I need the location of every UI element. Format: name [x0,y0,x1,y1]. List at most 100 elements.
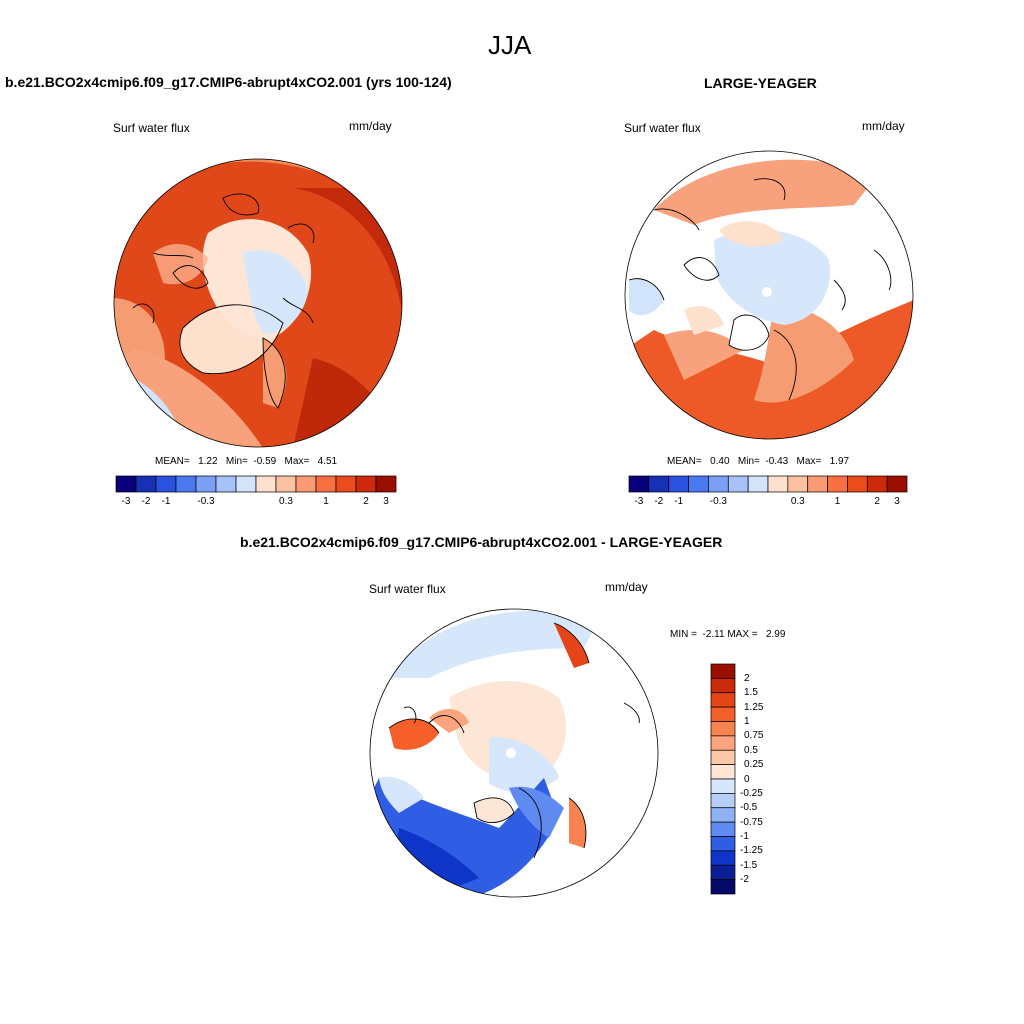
colorbar-swatch [767,475,789,493]
colorbar-swatch [747,475,769,493]
colorbar-swatch [710,706,736,722]
panel1-units: mm/day [349,119,392,133]
colorbar-swatch [710,879,736,895]
colorbar-swatch [866,475,888,493]
panel1-stats: MEAN= 1.22 Min= -0.59 Max= 4.51 [155,456,337,467]
panel2-max-label: Max= [796,456,822,467]
colorbar-swatch [710,678,736,694]
colorbar-tick-label: 0.3 [279,496,293,507]
panel1-colorbar [115,475,397,493]
colorbar-tick-label: -3 [634,496,644,507]
panel1-title: b.e21.BCO2x4cmip6.f09_g17.CMIP6-abrupt4x… [5,74,452,90]
panel1-mean-value: 1.22 [198,456,218,467]
colorbar-swatch [708,475,729,493]
colorbar-swatch [710,821,736,837]
panel3-minmax: MIN = -2.11 MAX = 2.99 [670,629,786,640]
colorbar-swatch [155,475,177,493]
colorbar-swatch [648,475,670,493]
colorbar-swatch [710,735,736,751]
colorbar-tick-label: -1 [740,831,749,842]
colorbar-swatch [710,850,736,866]
colorbar-swatch [275,475,297,493]
panel3-colorbar [710,663,736,895]
panel2-stats: MEAN= 0.40 Min= -0.43 Max= 1.97 [667,456,849,467]
figure-title: JJA [488,30,532,60]
panel1-min-value: -0.59 [253,456,277,467]
panel2-max-value: 1.97 [829,456,850,467]
colorbar-tick-label: -0.25 [740,787,763,799]
colorbar-swatch [710,692,736,708]
colorbar-tick-label: 1 [834,496,841,507]
colorbar-swatch [668,475,689,493]
panel3-polar-map [369,608,659,898]
panel1-polar-map [113,158,403,448]
colorbar-tick-label: 0.3 [790,496,805,507]
colorbar-swatch [628,475,650,493]
colorbar-swatch [195,475,217,493]
colorbar-tick-label: 0.5 [744,744,758,756]
colorbar-tick-label: -3 [121,496,131,507]
colorbar-swatch [115,475,137,493]
panel2-min-label: Min= [737,456,760,467]
colorbar-tick-label: -2 [740,874,749,886]
colorbar-swatch [335,475,357,493]
colorbar-tick-label: 1 [323,496,329,507]
panel2-title: LARGE-YEAGER [704,75,817,91]
colorbar-tick-label: 1.5 [744,687,758,699]
colorbar-swatch [710,721,736,737]
colorbar-swatch [688,475,709,493]
colorbar-swatch [710,663,736,679]
panel3-units: mm/day [605,580,648,594]
panel2-units: mm/day [862,119,905,133]
colorbar-swatch [295,475,317,493]
colorbar-swatch [255,475,277,493]
panel1-mean-label: MEAN= [155,456,190,467]
colorbar-tick-label: -2 [141,496,151,507]
panel3-variable: Surf water flux [369,582,446,596]
colorbar-tick-label: 1.25 [744,701,764,713]
colorbar-tick-label: 3 [894,496,900,507]
colorbar-swatch [710,807,736,823]
colorbar-tick-label: -1.25 [740,845,763,857]
colorbar-tick-label: -0.3 [197,496,215,507]
colorbar-swatch [710,793,736,809]
colorbar-swatch [847,475,868,493]
colorbar-swatch [235,475,257,493]
panel3-colorbar-ticklabels: 2 1.5 1.25 1 0.75 0.5 0.25 0 -0.25 -0.5 -0.75 -1 -1.… [740,664,780,904]
colorbar-swatch [710,778,736,794]
colorbar-swatch [710,764,736,780]
panel2-min-value: -0.43 [765,456,789,467]
panel2-mean-value: 0.40 [710,456,730,467]
colorbar-tick-label: -0.5 [740,802,758,814]
panel2-mean-label: MEAN= [667,456,702,467]
colorbar-swatch [886,475,908,493]
panel1-variable: Surf water flux [113,121,190,135]
colorbar-tick-label: 0 [744,773,750,785]
colorbar-tick-label: 3 [383,496,389,507]
colorbar-tick-label: 2 [874,496,880,507]
panel1-colorbar-ticklabels: -3 -2 -1 -0.3 0.3 1 2 3 [116,496,396,510]
colorbar-tick-label: -0.3 [709,496,727,507]
colorbar-swatch [710,864,736,880]
colorbar-swatch [787,475,809,493]
colorbar-tick-label: -2 [654,496,664,507]
colorbar-swatch [710,836,736,852]
colorbar-swatch [710,749,736,765]
colorbar-swatch [807,475,828,493]
colorbar-swatch [175,475,197,493]
colorbar-tick-label: -1 [161,496,171,507]
panel2-colorbar-ticklabels: -3 -2 -1 -0.3 0.3 1 2 3 [629,496,907,510]
colorbar-tick-label: -0.75 [740,816,763,828]
colorbar-tick-label: -1 [674,496,684,507]
panel2-variable: Surf water flux [624,121,701,135]
panel1-min-label: Min= [225,456,248,467]
colorbar-tick-label: 0.25 [744,759,764,771]
colorbar-tick-label: -1.5 [740,859,758,871]
colorbar-tick-label: 0.75 [744,730,764,742]
panel2-colorbar [628,475,908,493]
panel1-max-label: Max= [284,456,310,467]
panel2-polar-map [624,150,914,440]
panel3-title: b.e21.BCO2x4cmip6.f09_g17.CMIP6-abrupt4x… [240,534,723,550]
colorbar-swatch [135,475,157,493]
colorbar-swatch [315,475,337,493]
